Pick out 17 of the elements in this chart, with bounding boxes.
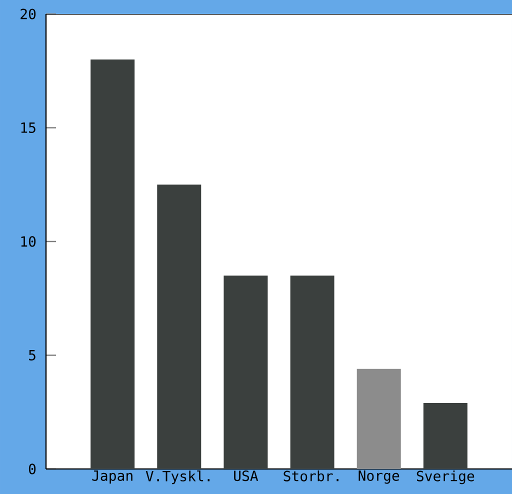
x-tick-label: Sverige: [416, 470, 474, 484]
y-tick-label: 15: [21, 122, 36, 133]
y-tick-label: 10: [21, 236, 36, 247]
bar: [423, 403, 468, 469]
bar: [224, 276, 268, 469]
bar: [157, 184, 202, 469]
x-tick-label: V.Tyskl.: [146, 470, 210, 484]
x-tick-label: Norge: [358, 470, 400, 484]
y-tick-label: 5: [29, 350, 36, 360]
y-tick-label: 20: [20, 8, 36, 20]
x-tick-label: Storbr.: [284, 470, 338, 482]
bar: [356, 368, 401, 469]
y-tick-label: 0: [28, 464, 36, 474]
x-tick-label: USA: [234, 470, 258, 482]
bar: [90, 59, 135, 469]
x-tick-label: Japan: [92, 470, 132, 484]
bar: [290, 276, 334, 469]
